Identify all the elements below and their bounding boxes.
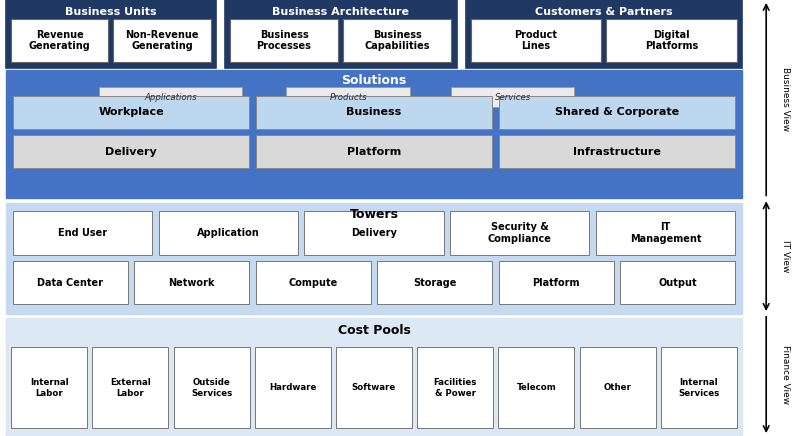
Text: End User: End User	[58, 228, 107, 238]
Bar	[343, 19, 451, 62]
Bar	[256, 261, 370, 304]
Text: Output: Output	[658, 278, 697, 287]
Text: Solutions: Solutions	[342, 74, 406, 87]
Text: Services: Services	[494, 92, 531, 102]
Text: Storage: Storage	[413, 278, 457, 287]
Bar	[6, 318, 742, 436]
Text: Telecom: Telecom	[517, 383, 556, 392]
Bar	[99, 87, 242, 107]
Bar	[286, 87, 410, 107]
Text: Business View: Business View	[781, 67, 790, 131]
Text: Compute: Compute	[289, 278, 338, 287]
Bar	[336, 347, 412, 428]
Text: Product
Lines: Product Lines	[514, 30, 558, 51]
Text: Workplace: Workplace	[98, 107, 164, 117]
Bar	[450, 211, 590, 255]
Bar	[661, 347, 737, 428]
Bar	[451, 87, 574, 107]
Text: Revenue
Generating: Revenue Generating	[29, 30, 90, 51]
Text: Business
Processes: Business Processes	[257, 30, 311, 51]
Bar	[6, 0, 216, 68]
Text: Digital
Platforms: Digital Platforms	[645, 30, 698, 51]
Bar	[256, 135, 492, 168]
Bar	[606, 19, 737, 62]
Bar	[114, 19, 210, 62]
Bar	[174, 347, 250, 428]
Bar	[6, 203, 742, 314]
Bar	[470, 19, 601, 62]
Text: Cost Pools: Cost Pools	[338, 324, 410, 337]
Bar	[621, 261, 735, 304]
Bar	[225, 0, 457, 68]
Bar	[418, 347, 493, 428]
Bar	[466, 0, 742, 68]
Text: Application: Application	[197, 228, 259, 238]
Bar	[158, 211, 298, 255]
Text: Facilities
& Power: Facilities & Power	[434, 378, 477, 398]
Text: Delivery: Delivery	[351, 228, 397, 238]
Bar	[6, 70, 742, 198]
Bar	[305, 211, 443, 255]
Text: Towers: Towers	[350, 208, 398, 221]
Text: Business Architecture: Business Architecture	[272, 7, 409, 17]
Text: Business
Capabilities: Business Capabilities	[365, 30, 430, 51]
Text: IT
Management: IT Management	[630, 222, 702, 244]
Text: Hardware: Hardware	[269, 383, 317, 392]
Text: Network: Network	[169, 278, 215, 287]
Bar	[14, 135, 249, 168]
Bar	[134, 261, 249, 304]
Text: Software: Software	[352, 383, 396, 392]
Text: Internal
Services: Internal Services	[678, 378, 719, 398]
Bar	[580, 347, 655, 428]
Bar	[13, 261, 127, 304]
Bar	[499, 261, 614, 304]
Text: Products: Products	[330, 92, 367, 102]
Text: Other: Other	[604, 383, 631, 392]
Bar	[499, 96, 734, 129]
Bar	[256, 96, 492, 129]
Text: Non-Revenue
Generating: Non-Revenue Generating	[126, 30, 198, 51]
Text: Customers & Partners: Customers & Partners	[535, 7, 673, 17]
Bar	[11, 19, 108, 62]
Text: Infrastructure: Infrastructure	[573, 146, 661, 157]
Bar	[13, 211, 152, 255]
Bar	[14, 96, 249, 129]
Text: Business Units: Business Units	[65, 7, 157, 17]
Bar	[498, 347, 574, 428]
Text: Platform: Platform	[533, 278, 580, 287]
Text: Shared & Corporate: Shared & Corporate	[554, 107, 679, 117]
Bar	[230, 19, 338, 62]
Text: Internal
Labor: Internal Labor	[30, 378, 69, 398]
Bar	[11, 347, 87, 428]
Text: Outside
Services: Outside Services	[191, 378, 232, 398]
Text: Business: Business	[346, 107, 402, 117]
Bar	[378, 261, 492, 304]
Text: Platform: Platform	[347, 146, 401, 157]
Text: Security &
Compliance: Security & Compliance	[488, 222, 552, 244]
Bar	[255, 347, 330, 428]
Text: Data Center: Data Center	[37, 278, 103, 287]
Text: External
Labor: External Labor	[110, 378, 150, 398]
Bar	[499, 135, 734, 168]
Text: IT View: IT View	[781, 240, 790, 272]
Text: Finance View: Finance View	[781, 345, 790, 405]
Bar	[596, 211, 735, 255]
Bar	[93, 347, 168, 428]
Text: Applications: Applications	[144, 92, 197, 102]
Text: Delivery: Delivery	[106, 146, 157, 157]
